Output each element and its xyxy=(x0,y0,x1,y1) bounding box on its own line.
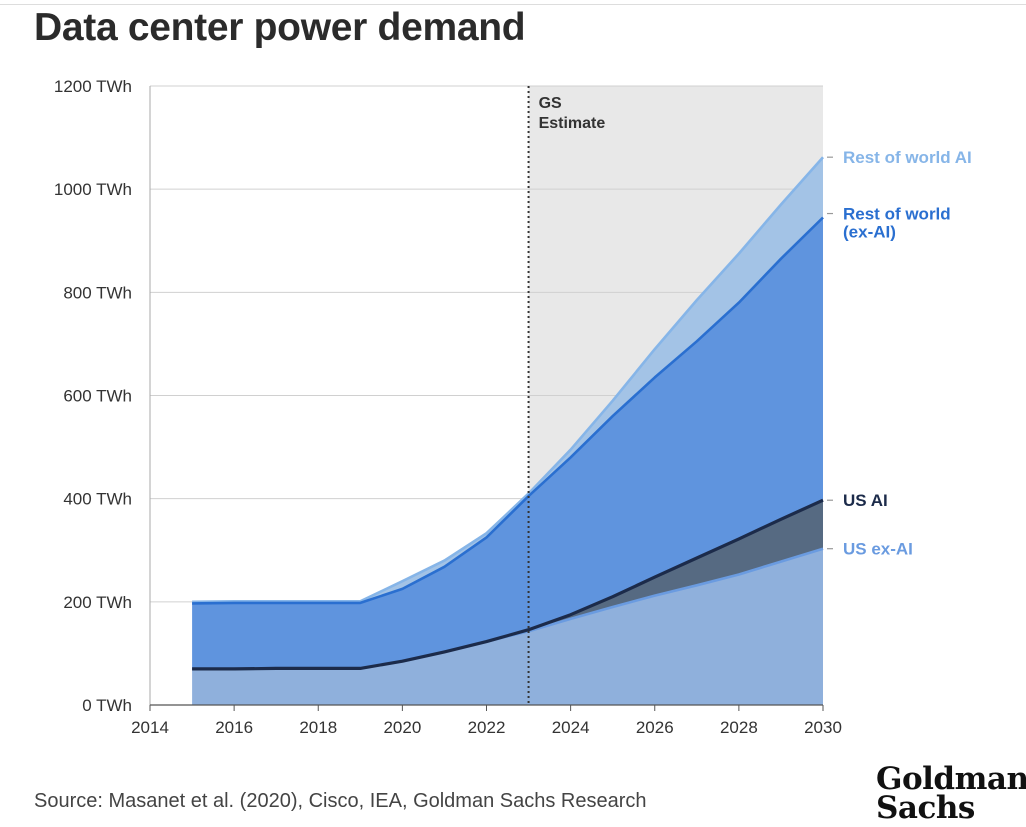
x-tick-label: 2028 xyxy=(720,718,758,737)
series-lines xyxy=(192,156,824,671)
x-tick-label: 2022 xyxy=(468,718,506,737)
line-rest-of-world-ai xyxy=(192,156,824,604)
x-tick-label: 2020 xyxy=(383,718,421,737)
logo-line-1: Goldman xyxy=(876,761,1026,797)
series-label: US AI xyxy=(843,491,888,510)
area-rest-of-world-ex-ai- xyxy=(192,217,824,669)
y-tick-label: 200 TWh xyxy=(63,593,132,612)
series-label: (ex-AI) xyxy=(843,223,896,242)
y-tick-label: 1200 TWh xyxy=(54,77,132,96)
y-tick-label: 0 TWh xyxy=(82,696,132,715)
axes: 0 TWh 200 TWh 400 TWh 600 TWh 800 TWh 1000 TW… xyxy=(54,77,842,737)
series-labels: US ex-AI US AI Rest of world(ex-AI) Rest of… xyxy=(827,148,972,559)
y-tick-label: 400 TWh xyxy=(63,490,132,509)
x-tick-label: 2030 xyxy=(804,718,842,737)
x-tick-label: 2026 xyxy=(636,718,674,737)
x-tick-label: 2014 xyxy=(131,718,169,737)
y-tick-label: 800 TWh xyxy=(63,283,132,302)
goldman-sachs-logo: Goldman Sachs xyxy=(876,761,1026,826)
source-note: Source: Masanet et al. (2020), Cisco, IE… xyxy=(34,790,647,812)
series-label: Rest of world xyxy=(843,205,951,224)
line-rest-of-world-ex-ai- xyxy=(192,216,824,605)
top-rule xyxy=(0,4,1026,5)
x-tick-label: 2018 xyxy=(299,718,337,737)
estimate-label: GS xyxy=(539,95,562,112)
series-label: US ex-AI xyxy=(843,540,913,559)
page-title: Data center power demand xyxy=(34,6,526,49)
estimate-label: Estimate xyxy=(539,115,606,132)
area-us-ex-ai xyxy=(192,548,824,705)
line-us-ai xyxy=(192,498,824,671)
series-label: Rest of world AI xyxy=(843,148,972,167)
x-tick-label: 2016 xyxy=(215,718,253,737)
y-tick-label: 1000 TWh xyxy=(54,180,132,199)
y-tick-label: 600 TWh xyxy=(63,387,132,406)
logo-line-2: Sachs xyxy=(876,790,975,826)
x-tick-label: 2024 xyxy=(552,718,590,737)
